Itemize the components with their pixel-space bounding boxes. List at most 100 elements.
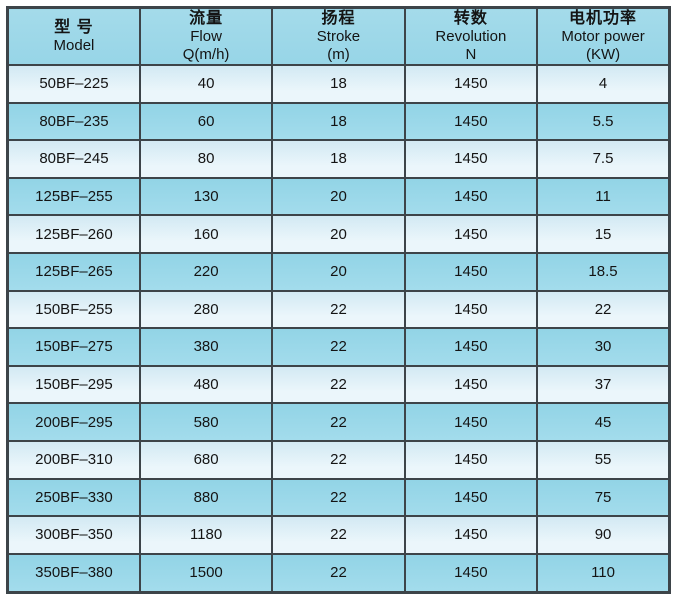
- col-header-flow-en: Flow: [190, 28, 222, 45]
- cell-revolution: 1450: [403, 64, 539, 104]
- cell-model: 150BF–255: [6, 289, 141, 330]
- cell-revolution: 1450: [403, 251, 539, 292]
- cell-model: 125BF–265: [6, 251, 141, 292]
- table-row: 80BF–235 60 18 1450 5.5: [6, 101, 671, 142]
- table-row: 250BF–330 880 22 1450 75: [6, 477, 671, 518]
- cell-motor-power: 75: [536, 477, 671, 518]
- pump-spec-table: 型 号 Model 流量 Flow Q(m/h) 扬程 Stroke (m) 转…: [6, 6, 671, 594]
- cell-model: 300BF–350: [6, 515, 141, 555]
- cell-stroke: 18: [271, 64, 406, 104]
- cell-model: 350BF–380: [6, 552, 141, 594]
- cell-revolution: 1450: [403, 515, 539, 555]
- cell-motor-power: 37: [536, 364, 671, 405]
- col-header-model: 型 号 Model: [6, 6, 141, 66]
- table-header: 型 号 Model 流量 Flow Q(m/h) 扬程 Stroke (m) 转…: [6, 6, 671, 66]
- cell-model: 125BF–255: [6, 176, 141, 217]
- cell-motor-power: 7.5: [536, 139, 671, 179]
- cell-stroke: 22: [271, 402, 406, 442]
- table-body: 50BF–225 40 18 1450 4 80BF–235 60 18 1450 5.5 80BF…: [6, 64, 671, 594]
- table-row: 50BF–225 40 18 1450 4: [6, 64, 671, 104]
- cell-motor-power: 22: [536, 289, 671, 330]
- cell-revolution: 1450: [403, 364, 539, 405]
- cell-flow: 220: [138, 251, 274, 292]
- cell-revolution: 1450: [403, 176, 539, 217]
- cell-motor-power: 30: [536, 327, 671, 367]
- table-row: 300BF–350 1180 22 1450 90: [6, 515, 671, 555]
- table-row: 200BF–295 580 22 1450 45: [6, 402, 671, 442]
- cell-model: 150BF–295: [6, 364, 141, 405]
- cell-stroke: 22: [271, 289, 406, 330]
- cell-motor-power: 110: [536, 552, 671, 594]
- col-header-motor-power: 电机功率 Motor power (KW): [536, 6, 671, 66]
- cell-motor-power: 11: [536, 176, 671, 217]
- col-header-motor-power-zh: 电机功率: [569, 10, 638, 27]
- cell-stroke: 18: [271, 101, 406, 142]
- cell-flow: 580: [138, 402, 274, 442]
- col-header-model-zh: 型 号: [54, 19, 94, 36]
- cell-revolution: 1450: [403, 327, 539, 367]
- col-header-revolution-en: Revolution: [435, 28, 507, 45]
- col-header-revolution: 转数 Revolution N: [403, 6, 539, 66]
- cell-stroke: 22: [271, 327, 406, 367]
- table-row: 150BF–255 280 22 1450 22: [6, 289, 671, 330]
- cell-flow: 380: [138, 327, 274, 367]
- cell-stroke: 20: [271, 214, 406, 254]
- cell-flow: 1180: [138, 515, 274, 555]
- col-header-revolution-zh: 转数: [453, 10, 488, 27]
- cell-stroke: 22: [271, 439, 406, 480]
- cell-flow: 480: [138, 364, 274, 405]
- cell-flow: 60: [138, 101, 274, 142]
- col-header-revolution-unit: N: [465, 46, 477, 63]
- cell-model: 80BF–235: [6, 101, 141, 142]
- cell-model: 200BF–295: [6, 402, 141, 442]
- cell-flow: 160: [138, 214, 274, 254]
- col-header-flow: 流量 Flow Q(m/h): [138, 6, 274, 66]
- cell-model: 50BF–225: [6, 64, 141, 104]
- table-row: 150BF–295 480 22 1450 37: [6, 364, 671, 405]
- col-header-stroke-en: Stroke: [316, 28, 361, 45]
- col-header-model-en: Model: [53, 37, 95, 54]
- cell-flow: 880: [138, 477, 274, 518]
- col-header-stroke-zh: 扬程: [321, 10, 356, 27]
- cell-revolution: 1450: [403, 289, 539, 330]
- table-row: 150BF–275 380 22 1450 30: [6, 327, 671, 367]
- cell-revolution: 1450: [403, 139, 539, 179]
- header-row: 型 号 Model 流量 Flow Q(m/h) 扬程 Stroke (m) 转…: [6, 6, 671, 66]
- cell-flow: 40: [138, 64, 274, 104]
- cell-revolution: 1450: [403, 439, 539, 480]
- col-header-flow-zh: 流量: [189, 10, 224, 27]
- table-row: 125BF–255 130 20 1450 11: [6, 176, 671, 217]
- cell-motor-power: 5.5: [536, 101, 671, 142]
- cell-stroke: 20: [271, 251, 406, 292]
- cell-stroke: 18: [271, 139, 406, 179]
- cell-stroke: 22: [271, 515, 406, 555]
- cell-model: 200BF–310: [6, 439, 141, 480]
- cell-motor-power: 15: [536, 214, 671, 254]
- cell-revolution: 1450: [403, 214, 539, 254]
- cell-stroke: 22: [271, 364, 406, 405]
- cell-model: 80BF–245: [6, 139, 141, 179]
- cell-revolution: 1450: [403, 477, 539, 518]
- table-row: 80BF–245 80 18 1450 7.5: [6, 139, 671, 179]
- table-row: 350BF–380 1500 22 1450 110: [6, 552, 671, 594]
- cell-revolution: 1450: [403, 101, 539, 142]
- cell-model: 125BF–260: [6, 214, 141, 254]
- cell-motor-power: 4: [536, 64, 671, 104]
- col-header-stroke: 扬程 Stroke (m): [271, 6, 406, 66]
- cell-motor-power: 90: [536, 515, 671, 555]
- cell-stroke: 20: [271, 176, 406, 217]
- cell-model: 250BF–330: [6, 477, 141, 518]
- cell-flow: 1500: [138, 552, 274, 594]
- cell-flow: 680: [138, 439, 274, 480]
- cell-motor-power: 18.5: [536, 251, 671, 292]
- cell-motor-power: 55: [536, 439, 671, 480]
- cell-flow: 80: [138, 139, 274, 179]
- col-header-flow-unit: Q(m/h): [182, 46, 230, 63]
- cell-stroke: 22: [271, 477, 406, 518]
- col-header-motor-power-unit: (KW): [585, 46, 621, 63]
- cell-flow: 130: [138, 176, 274, 217]
- col-header-motor-power-en: Motor power: [561, 28, 645, 45]
- cell-stroke: 22: [271, 552, 406, 594]
- cell-flow: 280: [138, 289, 274, 330]
- table-row: 200BF–310 680 22 1450 55: [6, 439, 671, 480]
